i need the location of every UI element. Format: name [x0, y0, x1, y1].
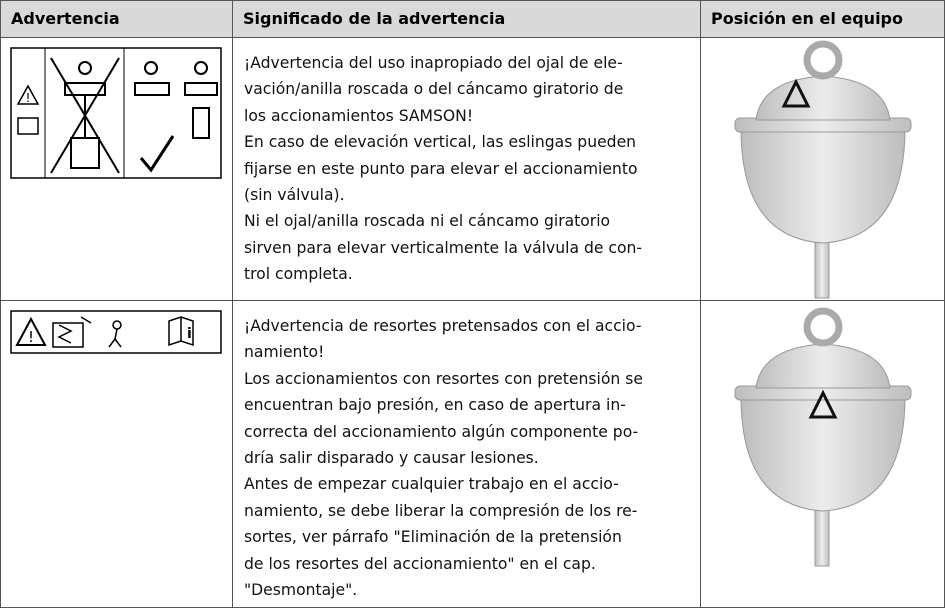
icon-cell: ! [0, 37, 232, 300]
text-line: "Desmontaje". [244, 581, 358, 600]
text-line: trol completa. [244, 265, 353, 284]
text-line: dría salir disparado y causar lesiones. [244, 449, 539, 468]
text-line: sortes, ver párrafo "Eliminación de la p… [244, 528, 622, 547]
warning-text: ¡Advertencia del uso inapropiado del oja… [232, 37, 700, 300]
text-line: los accionamientos SAMSON! [244, 106, 474, 125]
text-line: namiento! [244, 343, 325, 362]
warning-text: ¡Advertencia de resortes pretensados con… [232, 300, 700, 608]
text-line: encuentran bajo presión, en caso de aper… [244, 396, 626, 415]
text-line: ¡Advertencia de resortes pretensados con… [244, 317, 642, 335]
device-cell [700, 37, 945, 300]
text-line: de los resortes del accionamiento" en el… [244, 554, 596, 573]
svg-text:i: i [187, 326, 192, 342]
text-line: ¡Advertencia del uso inapropiado del oja… [244, 54, 623, 72]
svg-text:!: ! [26, 91, 31, 105]
text-line: sirven para elevar verticalmente la válv… [244, 238, 643, 257]
text-line: vación/anilla roscada o del cáncamo gira… [244, 80, 624, 99]
text-line: (sin válvula). [244, 186, 345, 205]
text-line: En caso de elevación vertical, las eslin… [244, 133, 637, 152]
text-line: Ni el ojal/anilla roscada ni el cáncamo … [244, 212, 611, 231]
warning-pictogram: ! [10, 47, 222, 179]
text-line: Antes de empezar cualquier trabajo en el… [244, 475, 619, 494]
text-line: namiento, se debe liberar la compresión … [244, 501, 638, 520]
warning-pictogram: ! i [10, 310, 222, 354]
icon-cell: ! i [0, 300, 232, 608]
header-cell: Advertencia [0, 0, 232, 37]
text-line: correcta del accionamiento algún compone… [244, 422, 639, 441]
actuator-drawing [734, 307, 912, 567]
text-line: fijarse en este punto para elevar el acc… [244, 159, 638, 178]
svg-text:!: ! [28, 328, 34, 346]
actuator-drawing [734, 40, 912, 299]
text-line: Los accionamientos con resortes con pret… [244, 369, 643, 388]
device-cell [700, 300, 945, 608]
header-cell: Significado de la advertencia [232, 0, 700, 37]
header-cell: Posición en el equipo [700, 0, 945, 37]
